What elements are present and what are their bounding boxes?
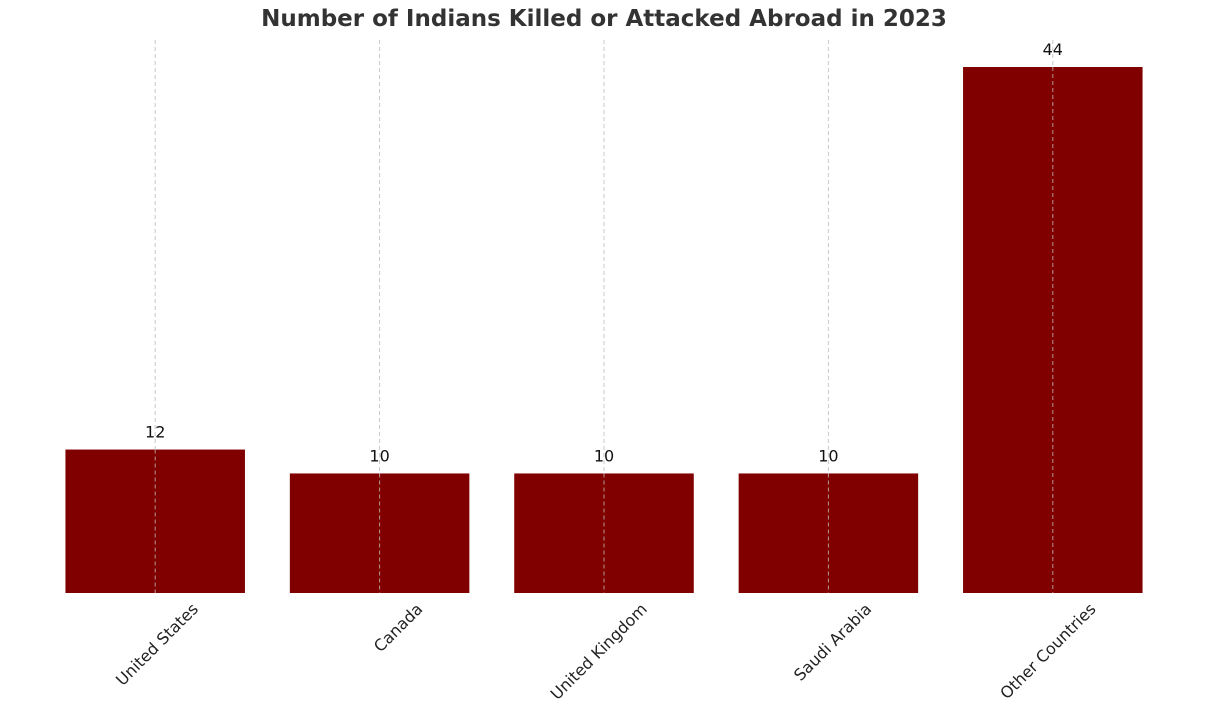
tick-label-canada: Canada (370, 599, 426, 655)
data-label-other-countries: 44 (1043, 40, 1063, 59)
tick-label-united-kingdom: United Kingdom (547, 599, 651, 703)
data-labels: 12 10 10 10 44 (145, 40, 1063, 465)
data-label-united-states: 12 (145, 423, 165, 442)
tick-label-saudi-arabia: Saudi Arabia (790, 599, 875, 684)
x-tick-labels: United States Canada United Kingdom Saudi A… (112, 599, 1100, 703)
tick-label-other-countries: Other Countries (996, 599, 1099, 702)
grid-lines-front (154, 67, 1054, 593)
chart-title: Number of Indians Killed or Attacked Abr… (261, 6, 947, 32)
data-label-united-kingdom: 10 (594, 446, 614, 465)
tick-label-united-states: United States (112, 599, 202, 689)
data-label-canada: 10 (369, 446, 389, 465)
data-label-saudi-arabia: 10 (818, 446, 838, 465)
